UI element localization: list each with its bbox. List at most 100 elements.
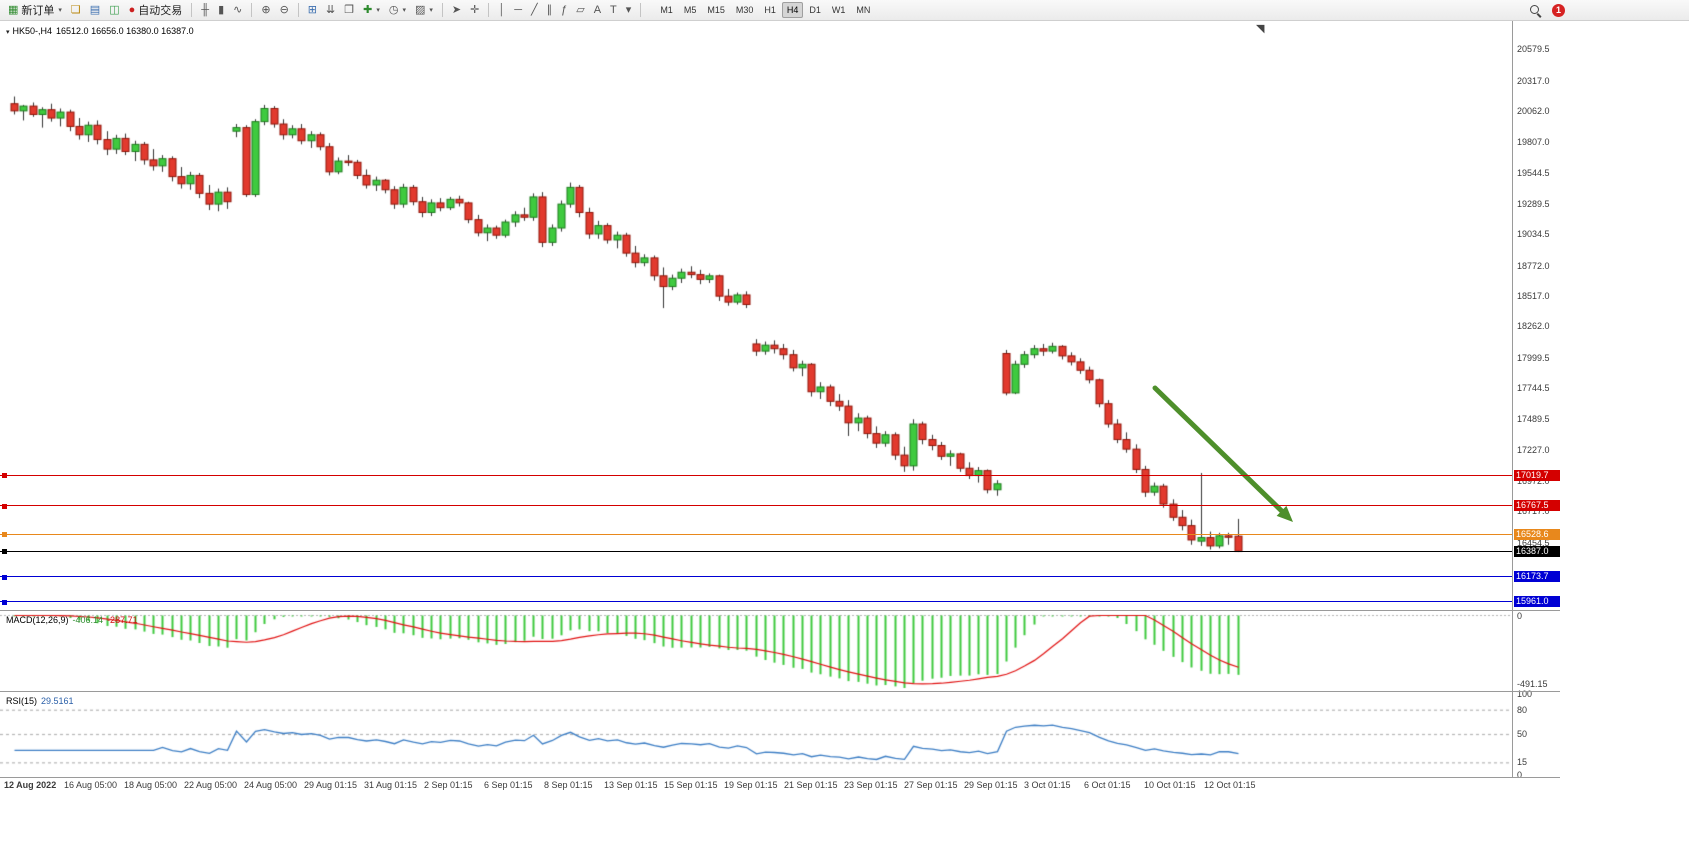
arrange-windows-button[interactable]: ⇊	[322, 1, 339, 20]
trendline-icon: ╱	[530, 3, 538, 16]
trend-arrow-head-icon	[1276, 505, 1293, 522]
text-label-icon: T	[610, 3, 617, 16]
pane-separator[interactable]	[0, 610, 1560, 611]
timeframe-m1[interactable]: M1	[660, 5, 673, 15]
zoom-in-icon: ⊕	[261, 3, 271, 16]
time-axis-label: 19 Sep 01:15	[724, 780, 778, 790]
new-chart-button[interactable]: ❏	[67, 1, 85, 20]
macd-label: MACD(12,26,9) -406.14 -287.71	[6, 615, 138, 625]
time-axis-label: 12 Oct 01:15	[1204, 780, 1256, 790]
rsi-label: RSI(15) 29.5161	[6, 696, 74, 706]
chevron-down-icon: ▾	[376, 7, 380, 14]
line-handle[interactable]	[2, 473, 7, 479]
timeframe-m15[interactable]: M15	[707, 5, 725, 15]
line-handle[interactable]	[2, 532, 7, 538]
timeframe-m30[interactable]: M30	[735, 5, 754, 15]
current-price-line[interactable]	[0, 550, 1512, 552]
price-axis-border[interactable]	[1512, 21, 1513, 777]
profiles-icon: ▤	[89, 3, 101, 16]
trend-arrow-line	[1152, 385, 1285, 514]
candlestick-chart-button[interactable]: ▮	[214, 1, 228, 20]
profiles-button[interactable]: ▤	[86, 1, 104, 20]
expand-triangle-icon[interactable]: ▾	[6, 29, 10, 36]
horizontal-line-object[interactable]	[0, 533, 1512, 535]
price-axis-label: 17227.0	[1517, 445, 1550, 456]
indicators-button[interactable]: ✚ ▾	[359, 1, 384, 20]
cursor-button[interactable]: ➤	[448, 1, 465, 20]
price-axis-label: 17489.5	[1517, 413, 1550, 424]
time-axis-label: 22 Aug 05:00	[184, 780, 238, 790]
new-order-button[interactable]: ▦ 新订单 ▾	[4, 1, 66, 20]
price-axis-label: 18517.0	[1517, 290, 1550, 301]
line-handle[interactable]	[2, 503, 7, 509]
notification-badge[interactable]: 1	[1552, 3, 1565, 17]
zoom-in-button[interactable]: ⊕	[257, 1, 274, 20]
toolbar-separator	[640, 3, 642, 17]
price-axis-label: 17744.5	[1517, 383, 1550, 394]
shapes-button[interactable]: ▱	[572, 1, 588, 20]
objects-menu-icon: ▾	[625, 3, 632, 16]
pane-separator[interactable]	[0, 691, 1560, 692]
templates-button[interactable]: ▨ ▾	[411, 1, 437, 20]
toolbar-separator	[191, 3, 193, 17]
tile-windows-button[interactable]: ⊞	[304, 1, 321, 20]
rsi-axis-label: 80	[1517, 704, 1528, 715]
chart-canvas[interactable]	[0, 21, 1512, 777]
cascade-windows-button[interactable]: ❐	[340, 1, 358, 20]
line-chart-button[interactable]: ∿	[229, 1, 246, 20]
data-window-button[interactable]: ◫	[105, 1, 123, 20]
horizontal-line-button[interactable]: ─	[510, 1, 526, 20]
trendline-button[interactable]: ╱	[527, 1, 542, 20]
toolbar-separator	[441, 3, 443, 17]
vertical-line-button[interactable]: │	[494, 1, 509, 20]
fibonacci-button[interactable]: ƒ	[557, 1, 571, 20]
chart-ohlc-values: 16512.0 16656.0 16380.0 16387.0	[56, 26, 194, 36]
templates-icon: ▨	[414, 3, 426, 16]
toolbar-items: ▦ 新订单 ▾ ❏ ▤ ◫ ● 自动交易 ╫ ▮ ∿ ⊕ ⊖ ⊞ ⇊ ❐ ✚ ▾ ◷ ▾ ▨ ▾ ➤ ✛ │ ─ ╱ ∥ ƒ ▱ A T ▾	[4, 1, 645, 20]
equidistant-channel-icon: ∥	[546, 3, 553, 16]
timeframe-h1[interactable]: H1	[764, 5, 776, 15]
timeframe-mn[interactable]: MN	[856, 5, 871, 15]
text-button[interactable]: A	[590, 1, 605, 20]
objects-menu-button[interactable]: ▾	[622, 1, 636, 20]
macd-name: MACD(12,26,9)	[6, 615, 69, 625]
equidistant-channel-button[interactable]: ∥	[543, 1, 557, 20]
line-handle[interactable]	[2, 599, 7, 605]
price-axis-label: 19544.5	[1517, 168, 1550, 179]
chart-shift-marker[interactable]: ◥	[1256, 23, 1265, 35]
time-axis-label: 2 Sep 01:15	[424, 780, 473, 790]
line-price-badge: 16528.6	[1514, 528, 1560, 540]
bar-chart-button[interactable]: ╫	[197, 1, 213, 20]
rsi-axis-label: 0	[1517, 769, 1523, 780]
chevron-down-icon: ▾	[429, 7, 433, 14]
horizontal-line-object[interactable]	[0, 576, 1512, 578]
horizontal-line-object[interactable]	[0, 474, 1512, 476]
time-axis-label: 27 Sep 01:15	[904, 780, 958, 790]
rsi-axis-label: 15	[1517, 757, 1528, 768]
candlestick-chart-icon: ▮	[218, 3, 225, 16]
timeframe-d1[interactable]: D1	[809, 5, 821, 15]
time-axis-label: 21 Sep 01:15	[784, 780, 838, 790]
horizontal-line-object[interactable]	[0, 505, 1512, 507]
line-handle[interactable]	[2, 549, 7, 555]
timeframe-w1[interactable]: W1	[831, 5, 846, 15]
auto-trading-button[interactable]: ● 自动交易	[125, 1, 187, 20]
chevron-down-icon: ▾	[58, 7, 62, 14]
line-handle[interactable]	[2, 574, 7, 580]
macd-axis-label: -491.15	[1517, 679, 1548, 689]
price-axis-label: 20062.0	[1517, 106, 1550, 117]
crosshair-button[interactable]: ✛	[466, 1, 483, 20]
horizontal-line-object[interactable]	[0, 601, 1512, 603]
bar-chart-icon: ╫	[201, 3, 210, 16]
timeframe-h4[interactable]: H4	[781, 2, 804, 18]
fibonacci-icon: ƒ	[561, 3, 568, 16]
search-icon[interactable]	[1528, 3, 1542, 17]
timeframe-buttons: M1 M5 M15 M30 H1 H4 D1 W1 MN	[655, 2, 875, 18]
time-axis-label: 23 Sep 01:15	[844, 780, 898, 790]
trend-arrow-object[interactable]	[0, 21, 1512, 777]
zoom-out-button[interactable]: ⊖	[276, 1, 293, 20]
timeframe-m5[interactable]: M5	[683, 5, 697, 15]
chevron-down-icon: ▾	[402, 7, 406, 14]
periods-button[interactable]: ◷ ▾	[385, 1, 410, 20]
text-label-button[interactable]: T	[606, 1, 621, 20]
